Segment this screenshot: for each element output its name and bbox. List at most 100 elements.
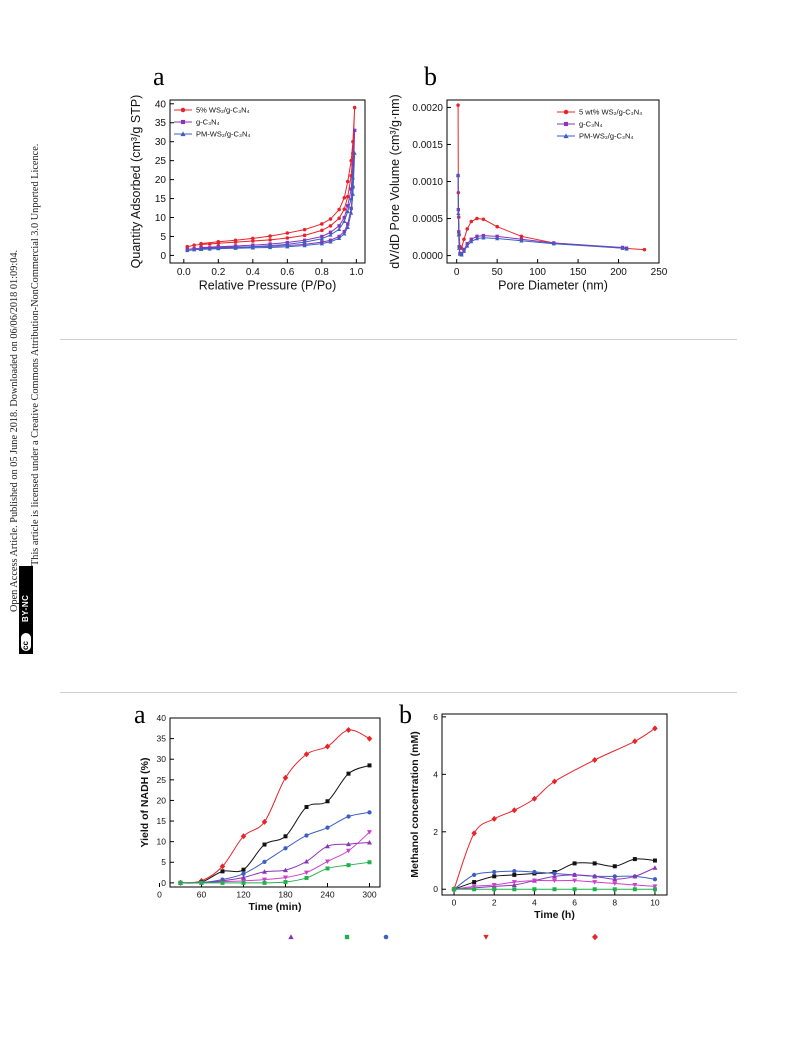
- data-point: [283, 867, 288, 873]
- data-point: [304, 870, 309, 876]
- data-point: [240, 833, 247, 840]
- x-tick-label: 300: [362, 890, 376, 900]
- y-tick-label: 30: [157, 754, 167, 764]
- data-point: [233, 238, 238, 243]
- data-point: [563, 109, 569, 115]
- data-point: [345, 179, 350, 184]
- data-point: [349, 158, 353, 163]
- data-point: [350, 191, 356, 196]
- x-tick-label: 200: [610, 267, 627, 278]
- data-point: [319, 236, 324, 241]
- data-point: [178, 880, 183, 885]
- data-point: [283, 846, 288, 851]
- series-line: [457, 105, 645, 251]
- x-tick-label: 100: [529, 267, 546, 278]
- data-point: [612, 887, 617, 892]
- data-point: [192, 247, 197, 252]
- plot-frame: [169, 717, 381, 888]
- data-point: [345, 209, 350, 214]
- data-point: [337, 236, 342, 241]
- data-point: [465, 242, 469, 246]
- data-point: [262, 880, 267, 885]
- data-point: [261, 818, 268, 825]
- x-tick-label: 240: [320, 890, 334, 900]
- data-point: [492, 874, 497, 879]
- y-tick-label: 40: [155, 99, 167, 110]
- data-point: [328, 224, 333, 228]
- data-point: [492, 869, 497, 875]
- y-tick-label: 0.0010: [412, 177, 443, 188]
- data-point: [267, 243, 273, 248]
- series-line: [180, 831, 370, 884]
- data-point: [367, 830, 372, 835]
- data-point: [511, 882, 517, 887]
- data-point: [632, 738, 638, 745]
- data-point: [632, 857, 637, 862]
- series-line: [180, 841, 370, 884]
- data-point: [552, 887, 557, 892]
- data-point: [337, 216, 341, 221]
- data-point: [345, 726, 352, 733]
- data-point: [199, 880, 204, 885]
- data-point: [367, 810, 372, 815]
- pore-size-chart: 0 50 100 150 200 250 0.0000 0.0005 0.0010 0.0015 0…: [388, 94, 668, 292]
- cc-icon: [20, 632, 32, 652]
- data-point: [642, 247, 647, 252]
- data-point: [383, 934, 389, 940]
- data-point: [474, 236, 480, 241]
- data-point: [285, 236, 290, 240]
- data-point: [531, 878, 537, 884]
- data-point: [288, 934, 294, 940]
- data-point: [632, 887, 637, 892]
- legend-label: g-C₃N₄: [196, 118, 220, 127]
- data-point: [325, 843, 330, 849]
- data-point: [337, 224, 341, 228]
- data-point: [199, 241, 203, 246]
- panel-label-b: b: [424, 62, 437, 91]
- data-point: [241, 871, 246, 876]
- x-tick-label: 0.0: [177, 267, 191, 278]
- data-point: [328, 232, 333, 237]
- series-line: [180, 729, 370, 884]
- isotherm-chart: 0.0 0.2 0.4 0.6 0.8 1.0 0 5 10 15 20 25 30 35 40 Relati…: [129, 95, 366, 293]
- data-point: [285, 242, 290, 247]
- data-point: [572, 861, 577, 866]
- data-point: [367, 860, 372, 865]
- y-tick-label: 35: [155, 118, 167, 129]
- y-tick-label: 25: [157, 775, 167, 785]
- data-point: [342, 231, 347, 236]
- y-tick-label: 5: [161, 857, 166, 867]
- data-point: [250, 244, 255, 249]
- data-point: [472, 880, 477, 885]
- data-point: [283, 834, 288, 839]
- data-point: [268, 238, 272, 242]
- x-tick-label: 180: [278, 890, 292, 900]
- data-point: [349, 210, 354, 215]
- data-point: [483, 934, 489, 940]
- data-point: [185, 248, 190, 253]
- data-point: [320, 234, 324, 239]
- data-point: [592, 873, 598, 879]
- data-point: [302, 240, 307, 244]
- data-point: [532, 869, 537, 875]
- data-point: [620, 246, 625, 250]
- data-point: [345, 225, 350, 230]
- data-point: [612, 881, 618, 887]
- data-point: [337, 227, 342, 231]
- data-point: [592, 933, 598, 941]
- legend-label: PM-WS₂/g-C₃N₄: [579, 132, 633, 141]
- data-point: [475, 234, 479, 239]
- data-point: [591, 756, 598, 763]
- data-point: [563, 133, 569, 139]
- data-point: [469, 237, 473, 241]
- data-point: [282, 774, 289, 781]
- plot-frame: [441, 713, 668, 896]
- x-tick-label: 60: [197, 890, 207, 900]
- y-tick-label: 2: [433, 827, 438, 837]
- data-point: [472, 887, 477, 892]
- legend-label: g-C₃N₄: [579, 120, 603, 129]
- data-point: [462, 237, 466, 242]
- data-point: [652, 877, 658, 882]
- data-point: [342, 196, 347, 200]
- data-point: [346, 841, 351, 847]
